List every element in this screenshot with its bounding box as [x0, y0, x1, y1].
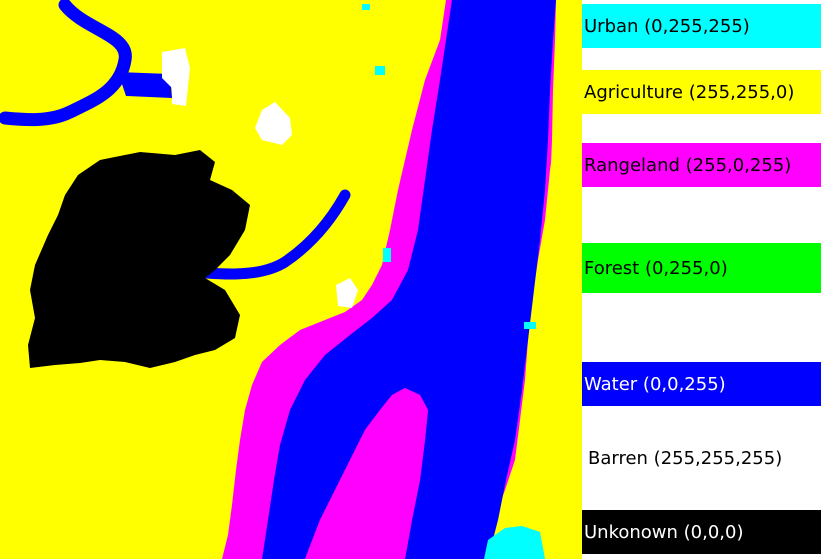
legend-label-urban: Urban (0,255,255)	[584, 15, 750, 37]
legend-label-barren: Barren (255,255,255)	[588, 447, 783, 469]
land-cover-map-svg	[0, 0, 582, 559]
region-water-meander-branch	[118, 72, 172, 98]
region-barren-1	[162, 48, 190, 106]
legend-label-forest: Forest (0,255,0)	[584, 257, 728, 279]
legend-item-water: Water (0,0,255)	[582, 362, 821, 406]
legend-item-barren: Barren (255,255,255)	[582, 436, 821, 480]
region-agriculture-right-strip	[490, 0, 582, 559]
legend: Urban (0,255,255) Agriculture (255,255,0…	[582, 0, 825, 559]
region-urban-4	[484, 526, 545, 559]
legend-label-rangeland: Rangeland (255,0,255)	[584, 154, 792, 176]
land-cover-map	[0, 0, 582, 559]
region-unknown	[28, 150, 250, 368]
legend-item-unknown: Unkonown (0,0,0)	[582, 510, 821, 554]
legend-item-agriculture: Agriculture (255,255,0)	[582, 70, 821, 114]
region-urban-3	[383, 248, 391, 262]
legend-label-unknown: Unkonown (0,0,0)	[584, 521, 744, 543]
legend-label-water: Water (0,0,255)	[584, 373, 726, 395]
region-barren-3	[336, 278, 358, 308]
legend-item-urban: Urban (0,255,255)	[582, 4, 821, 48]
region-urban-2	[524, 322, 536, 329]
region-water-river	[262, 0, 556, 559]
legend-item-forest: Forest (0,255,0)	[582, 243, 821, 293]
region-water-meander	[0, 0, 132, 127]
region-water-channel	[169, 189, 351, 280]
legend-label-agriculture: Agriculture (255,255,0)	[584, 81, 795, 103]
legend-item-rangeland: Rangeland (255,0,255)	[582, 143, 821, 187]
region-urban-1	[375, 66, 385, 75]
region-barren-2	[255, 102, 292, 145]
region-urban-5	[362, 4, 370, 10]
region-rangeland-tongue	[305, 388, 428, 559]
